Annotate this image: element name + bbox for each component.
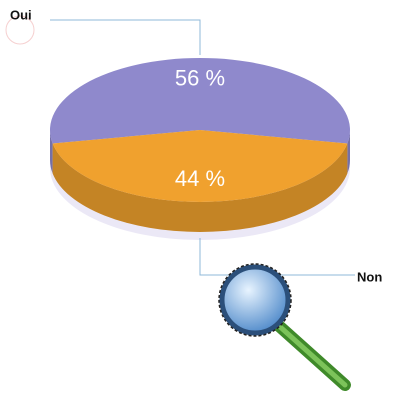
pie: 56 % 44 % (50, 58, 350, 240)
pie-side (347, 130, 350, 174)
value-label: 56 % (175, 65, 225, 90)
pie-slice (52, 130, 348, 203)
pie-side (52, 143, 348, 233)
leader-line (199, 238, 355, 276)
magnifier-icon (218, 263, 351, 391)
category-label: Oui (10, 7, 32, 22)
pie-slice (50, 58, 350, 144)
category-label: Non (357, 269, 382, 284)
pie-side (50, 130, 53, 174)
side-shade (50, 130, 53, 174)
side-shade (52, 143, 348, 233)
icon-outline (5, 15, 35, 45)
side-shade (347, 130, 350, 174)
leader-line (50, 19, 201, 55)
value-label: 44 % (175, 166, 225, 191)
